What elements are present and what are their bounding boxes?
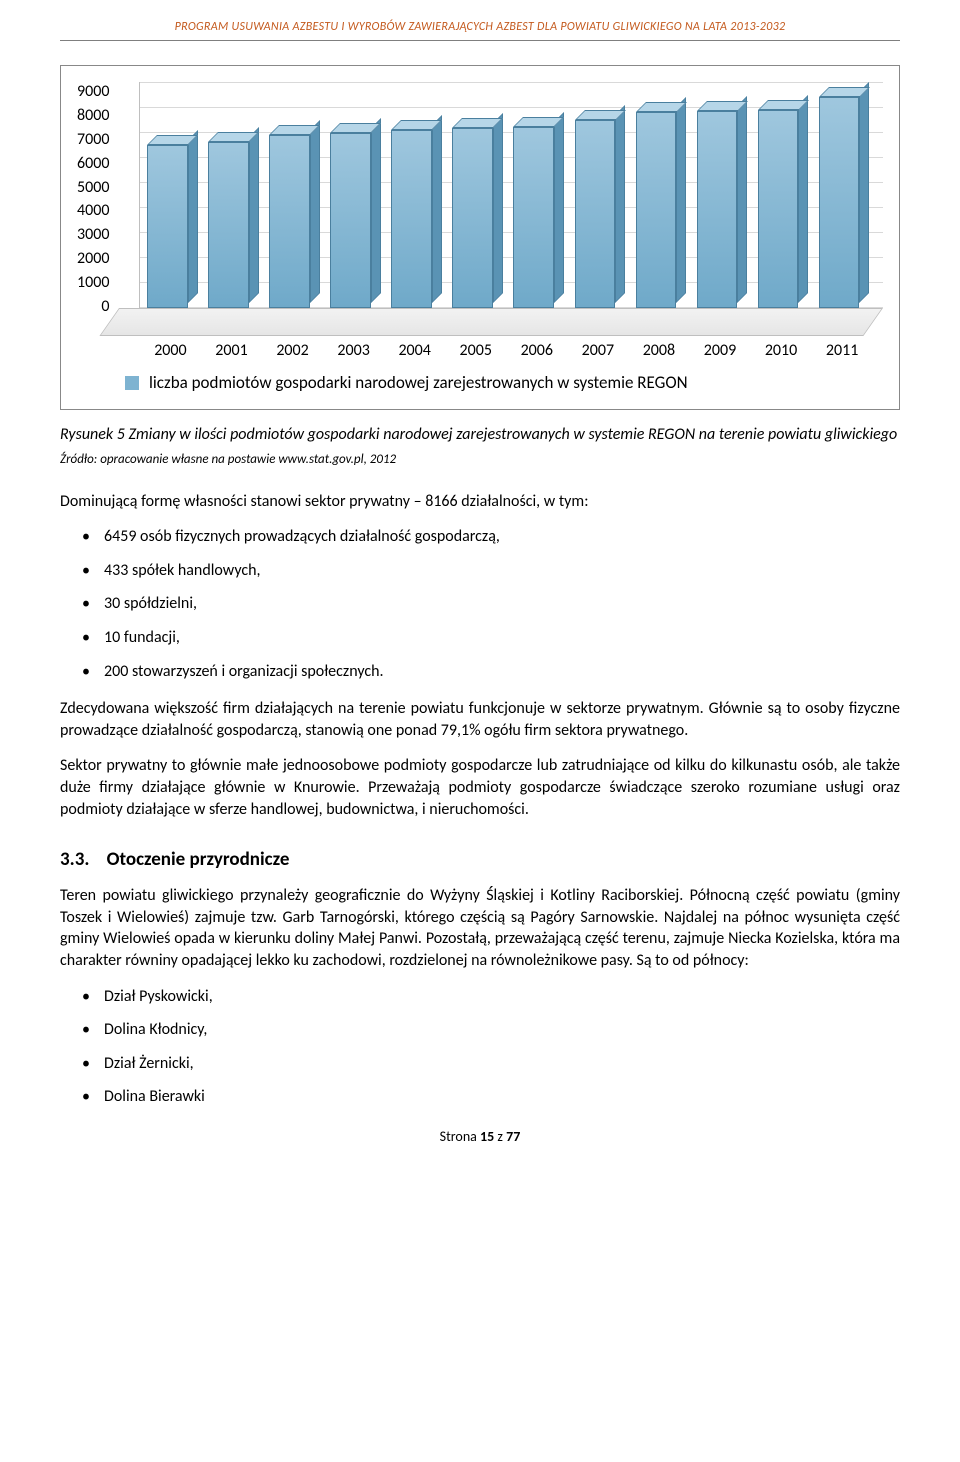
bar [758,110,805,308]
bullet-list-ownership: 6459 osób fizycznych prowadzących działa… [60,526,900,682]
y-tick: 9000 [77,82,109,101]
list-item: 433 spółek handlowych, [104,560,900,582]
paragraph-4: Teren powiatu gliwickiego przynależy geo… [60,885,900,971]
bar [452,128,499,308]
x-axis-labels: 2000 2001 2002 2003 2004 2005 2006 2007 2008 2009… [139,341,873,360]
page-header: PROGRAM USUWANIA AZBESTU I WYROBÓW ZAWIE… [60,20,900,41]
page-total: 77 [506,1128,520,1145]
y-tick: 3000 [77,225,109,244]
section-title: Otoczenie przyrodnicze [107,848,290,871]
list-item: Dolina Kłodnicy, [104,1019,900,1041]
bullet-list-geography: Dział Pyskowicki, Dolina Kłodnicy, Dział Ż… [60,986,900,1108]
bar [147,145,194,308]
bar-chart-container: 9000 8000 7000 6000 5000 4000 3000 2000 1000 0 20… [60,65,900,410]
legend-swatch [125,376,139,390]
x-tick: 2008 [636,341,683,360]
x-tick: 2011 [819,341,866,360]
legend-label: liczba podmiotów gospodarki narodowej za… [149,372,688,393]
x-tick: 2002 [269,341,316,360]
y-tick: 7000 [77,130,109,149]
bar [636,112,683,308]
bars-group [139,82,873,308]
page-number: Strona 15 z 77 [60,1128,900,1145]
x-tick: 2010 [758,341,805,360]
bar [819,97,866,308]
bar [208,142,255,308]
page-mid: z [494,1128,506,1145]
paragraph-2: Zdecydowana większość firm działających … [60,698,900,741]
page-prefix: Strona [440,1128,480,1145]
y-tick: 4000 [77,201,109,220]
bar [330,133,377,308]
list-item: 10 fundacji, [104,627,900,649]
x-tick: 2005 [452,341,499,360]
list-item: Dział Pyskowicki, [104,986,900,1008]
list-item: 200 stowarzyszeń i organizacji społeczny… [104,661,900,683]
y-tick: 8000 [77,106,109,125]
bar [391,130,438,308]
y-axis: 9000 8000 7000 6000 5000 4000 3000 2000 1000 0 [77,82,119,316]
x-tick: 2007 [575,341,622,360]
x-tick: 2006 [513,341,560,360]
bar [269,135,316,308]
x-tick: 2009 [697,341,744,360]
section-number: 3.3. [60,848,89,871]
figure-caption: Rysunek 5 Zmiany w ilości podmiotów gosp… [60,424,900,446]
section-heading-3-3: 3.3. Otoczenie przyrodnicze [60,848,900,871]
plot-floor [100,308,883,336]
y-tick: 0 [101,297,109,316]
list-item: Dolina Bierawki [104,1086,900,1108]
y-tick: 2000 [77,249,109,268]
x-tick: 2003 [330,341,377,360]
list-item: Dział Żernicki, [104,1053,900,1075]
bar [697,111,744,308]
bar [575,120,622,308]
bar [513,127,560,308]
x-tick: 2001 [208,341,255,360]
page-current: 15 [480,1128,494,1145]
x-tick: 2000 [147,341,194,360]
x-tick: 2004 [391,341,438,360]
paragraph-intro: Dominującą formę własności stanowi sekto… [60,491,900,513]
y-tick: 1000 [77,273,109,292]
figure-source: Źródło: opracowanie własne na postawie w… [60,452,900,467]
paragraph-3: Sektor prywatny to głównie małe jednooso… [60,755,900,820]
list-item: 30 spółdzielni, [104,593,900,615]
y-tick: 6000 [77,154,109,173]
y-tick: 5000 [77,178,109,197]
list-item: 6459 osób fizycznych prowadzących działa… [104,526,900,548]
bar-chart: 9000 8000 7000 6000 5000 4000 3000 2000 1000 0 20… [77,78,883,358]
chart-legend: liczba podmiotów gospodarki narodowej za… [77,358,883,397]
